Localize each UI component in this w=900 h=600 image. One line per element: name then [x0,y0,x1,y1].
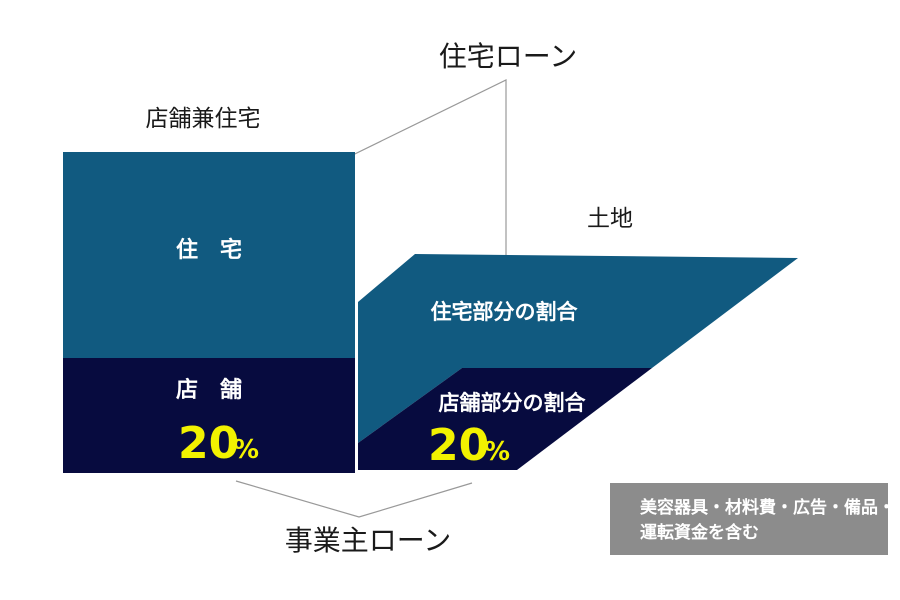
building-housing-label: 住 宅 [176,237,242,263]
housing-loan-title: 住宅ローン [439,40,578,73]
building-shop-label: 店 舗 [176,377,242,403]
note-line-1: 美容器具・材料費・広告・備品・ [640,497,895,518]
land-shop-portion-label: 店舗部分の割合 [439,391,587,415]
business-loan-title: 事業主ローン [285,524,452,557]
note-box [610,483,888,555]
building-shop-share-unit: % [233,435,259,465]
building-housing-block [63,152,355,358]
business-loan-connector-line [235,480,473,518]
land-shop-share-value: 20 [428,420,489,471]
building-label: 店舗兼住宅 [146,106,261,132]
building-shop-share-value: 20 [178,418,239,469]
housing-loan-connector-line [321,79,507,267]
land-housing-portion-label: 住宅部分の割合 [431,300,579,324]
land-label: 土地 [587,206,633,232]
note-line-2: 運転資金を含む [640,522,759,543]
land-shop-portion-shape [358,368,652,470]
land-shop-share-unit: % [484,437,510,467]
building-shop-block [63,358,355,473]
land-housing-portion-shape [358,254,798,443]
